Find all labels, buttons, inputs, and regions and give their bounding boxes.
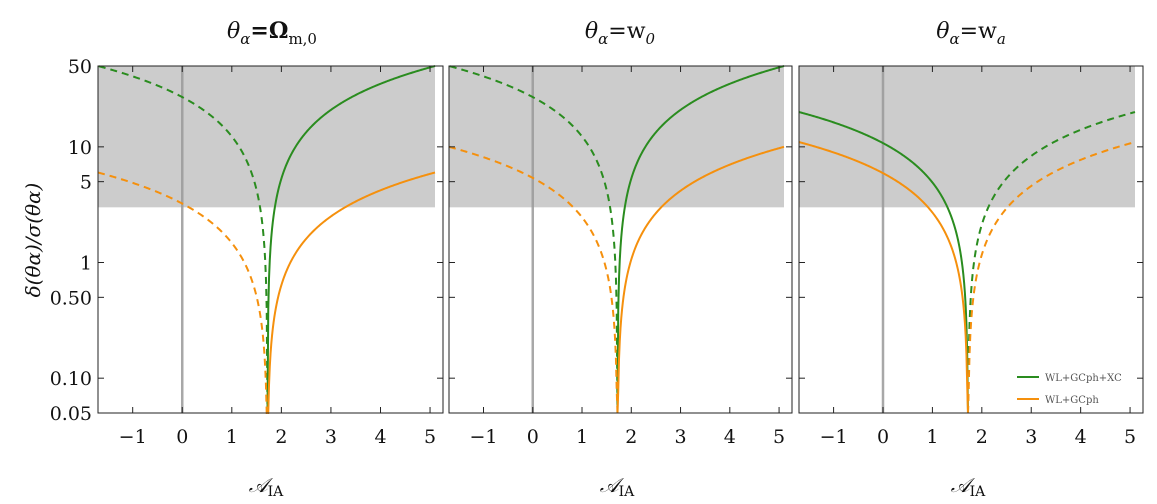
x-tick-label-2-4: 3 — [674, 426, 686, 448]
x-tick-label-1-1: 0 — [176, 426, 188, 448]
y-tick-label-0: 0.05 — [50, 403, 92, 425]
y-tick-label-1: 0.10 — [50, 368, 92, 390]
series-wl-gcph-left-panel-3 — [798, 141, 969, 414]
x-tick-label-3-5: 4 — [1075, 426, 1087, 448]
shaded-region-3 — [799, 66, 1135, 208]
series-wl-gcph-xc-left-panel-2 — [449, 65, 619, 414]
panel-frame-3 — [798, 65, 1144, 414]
x-tick-label-1-6: 5 — [424, 426, 436, 448]
panel-3-title: θα=wa — [936, 19, 1006, 48]
y-axis-label: δ(θα)/σ(θα) — [21, 183, 45, 298]
series-wl-gcph-right-panel-3 — [966, 141, 1136, 414]
y-tick-label-6: 50 — [68, 56, 92, 78]
legend: WL+GCph+XC WL+GCph — [1017, 373, 1122, 406]
x-axis-label-2: 𝒜IA — [600, 473, 635, 500]
x-tick-label-3-2: 1 — [926, 426, 938, 448]
y-tick-label-4: 5 — [80, 172, 92, 194]
series-wl-gcph-xc-right-panel-2 — [616, 65, 785, 414]
x-tick-label-1-3: 2 — [275, 426, 287, 448]
x-tick-label-2-5: 4 — [724, 426, 736, 448]
panel-1-title: θα=Ωm,0 — [227, 18, 317, 48]
x-axis-label-1: 𝒜IA — [249, 473, 284, 500]
x-tick-label-1-0: −1 — [119, 426, 147, 448]
shaded-region-1 — [98, 66, 435, 208]
x-tick-label-3-0: −1 — [820, 426, 848, 448]
legend-label-2: WL+GCph — [1045, 395, 1099, 406]
x-tick-label-2-0: −1 — [469, 426, 497, 448]
series-wl-gcph-xc-left-panel-1 — [98, 65, 269, 414]
y-tick-label-2: 0.50 — [50, 287, 92, 309]
series-wl-gcph-xc-left-panel-3 — [798, 111, 969, 414]
panel-2-title: θα=w0 — [585, 19, 656, 48]
series-wl-gcph-xc-right-panel-1 — [266, 65, 436, 414]
panel-frame-2 — [448, 65, 793, 414]
series-wl-gcph-left-panel-1 — [97, 171, 268, 414]
series-wl-gcph-right-panel-2 — [616, 145, 785, 414]
x-tick-label-3-4: 3 — [1025, 426, 1037, 448]
x-tick-label-1-2: 1 — [226, 426, 238, 448]
x-tick-label-1-5: 4 — [374, 426, 386, 448]
x-tick-label-2-3: 2 — [625, 426, 637, 448]
panels-group: −1 0 1 2 3 4 5 0.05 0.10 0.50 1 5 10 50 −1 0 1 2 3 4 5 −1 0 1 2 3… — [50, 56, 1144, 448]
series-wl-gcph-right-panel-1 — [267, 171, 436, 414]
x-tick-label-3-6: 5 — [1124, 426, 1136, 448]
x-tick-label-3-3: 2 — [976, 426, 988, 448]
shaded-region-2 — [449, 66, 784, 208]
y-tick-label-3: 1 — [80, 253, 92, 275]
x-tick-label-3-1: 0 — [877, 426, 889, 448]
x-axis-label-3: 𝒜IA — [951, 473, 986, 500]
series-wl-gcph-left-panel-2 — [448, 145, 619, 414]
y-tick-label-5: 10 — [68, 137, 92, 159]
x-tick-label-1-4: 3 — [325, 426, 337, 448]
x-tick-label-2-2: 1 — [576, 426, 588, 448]
x-tick-label-2-1: 0 — [527, 426, 539, 448]
x-tick-label-2-6: 5 — [773, 426, 785, 448]
legend-label-1: WL+GCph+XC — [1045, 373, 1122, 384]
panel-frame-1 — [97, 65, 444, 414]
